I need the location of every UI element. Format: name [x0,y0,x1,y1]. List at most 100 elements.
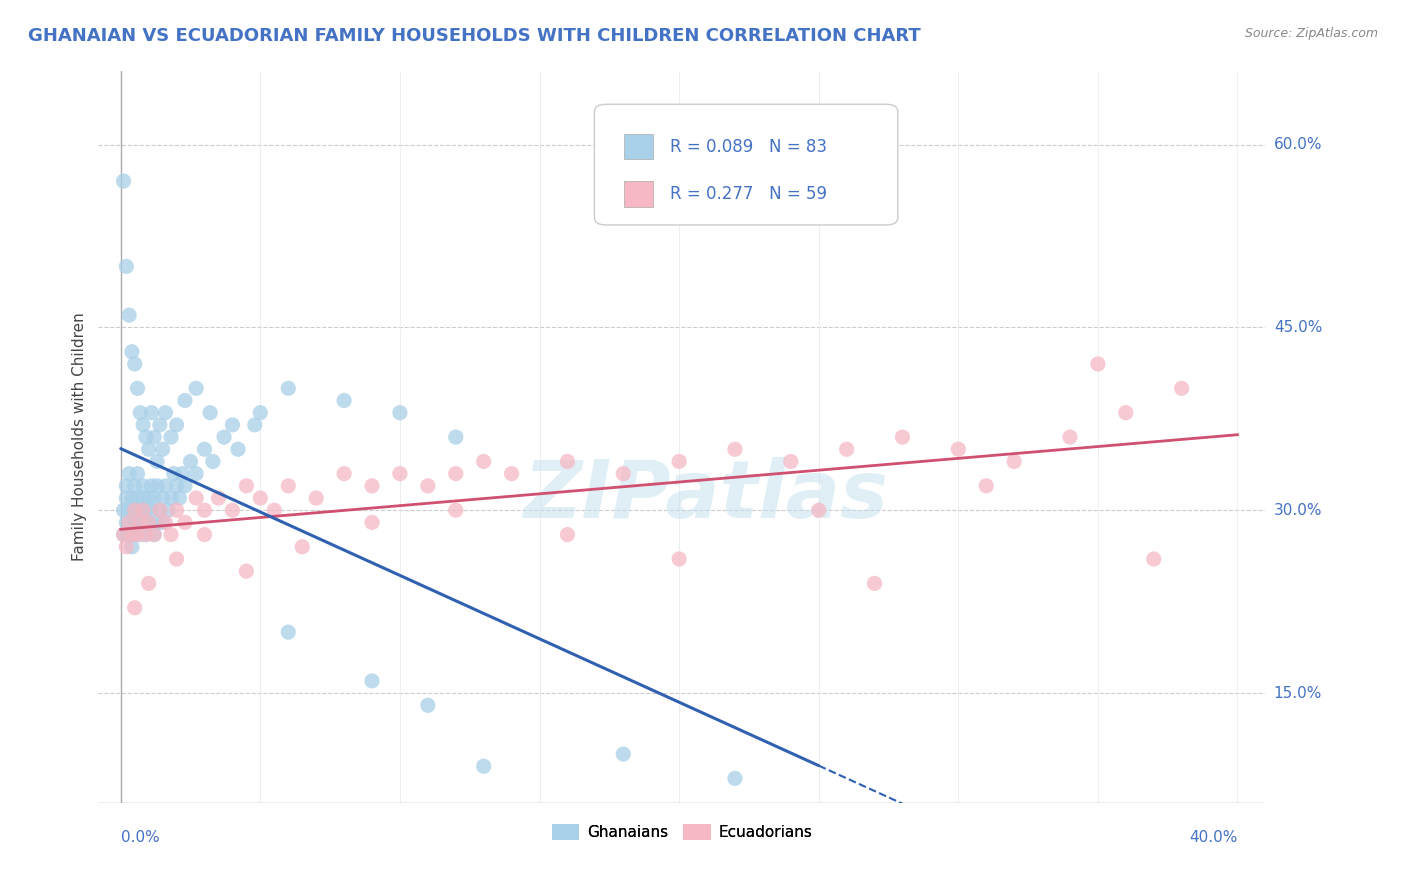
Point [235,479,257,493]
Point [166,417,188,432]
Point [724,442,747,457]
Point [152,516,174,530]
Point [193,442,215,457]
Point [112,527,135,541]
Point [138,516,160,530]
Point [1170,381,1192,395]
Point [807,503,830,517]
Point [115,260,138,274]
Point [115,479,138,493]
Point [172,467,194,481]
Point [184,381,207,395]
Point [138,516,160,530]
Point [146,479,169,493]
Point [863,576,886,591]
Y-axis label: Family Households with Children: Family Households with Children [72,313,87,561]
Point [212,430,235,444]
Point [1002,454,1025,468]
Point [141,479,163,493]
Bar [624,134,652,159]
Point [143,491,166,505]
Point [166,503,188,517]
Point [146,516,169,530]
Point [143,430,166,444]
Point [129,406,152,420]
Point [132,417,155,432]
Point [184,467,207,481]
Point [112,503,135,517]
Point [472,759,495,773]
Point [124,357,146,371]
Point [143,527,166,541]
Point [891,430,914,444]
Text: 15.0%: 15.0% [1274,686,1322,700]
Point [124,527,146,541]
Point [127,516,149,530]
Point [121,527,143,541]
Point [124,479,146,493]
Point [333,467,356,481]
Point [141,406,163,420]
Point [668,454,690,468]
Point [388,406,411,420]
Text: GHANAIAN VS ECUADORIAN FAMILY HOUSEHOLDS WITH CHILDREN CORRELATION CHART: GHANAIAN VS ECUADORIAN FAMILY HOUSEHOLDS… [28,27,921,45]
Point [118,527,141,541]
Point [1087,357,1109,371]
Point [124,503,146,517]
Point [277,381,299,395]
Point [166,479,188,493]
Point [112,174,135,188]
Point [198,406,221,420]
Point [129,527,152,541]
Text: 45.0%: 45.0% [1274,320,1322,334]
Point [444,503,467,517]
Point [305,491,328,505]
Point [155,479,177,493]
Point [149,503,172,517]
Point [235,564,257,578]
Point [132,516,155,530]
Point [1143,552,1166,566]
Point [118,516,141,530]
Point [174,393,197,408]
Point [127,467,149,481]
Point [118,467,141,481]
Point [121,491,143,505]
Point [388,467,411,481]
Text: 60.0%: 60.0% [1274,137,1322,152]
Point [416,698,439,713]
Text: 40.0%: 40.0% [1189,830,1237,845]
Point [361,516,384,530]
Point [416,479,439,493]
Point [243,417,266,432]
Point [132,491,155,505]
Point [221,417,243,432]
Point [152,442,174,457]
Point [115,491,138,505]
Point [121,540,143,554]
Point [121,516,143,530]
Text: R = 0.277   N = 59: R = 0.277 N = 59 [671,186,827,203]
Point [948,442,970,457]
Point [152,491,174,505]
Point [174,516,197,530]
Point [1059,430,1081,444]
Point [160,430,183,444]
Point [263,503,285,517]
Point [129,516,152,530]
Point [724,772,747,786]
Point [291,540,314,554]
Point [835,442,858,457]
Point [226,442,249,457]
Point [124,503,146,517]
Point [180,454,202,468]
Point [249,406,271,420]
Point [160,527,183,541]
Point [174,479,197,493]
Point [127,491,149,505]
Text: Source: ZipAtlas.com: Source: ZipAtlas.com [1244,27,1378,40]
Point [184,491,207,505]
Point [333,393,356,408]
Point [501,467,523,481]
Bar [624,181,652,207]
